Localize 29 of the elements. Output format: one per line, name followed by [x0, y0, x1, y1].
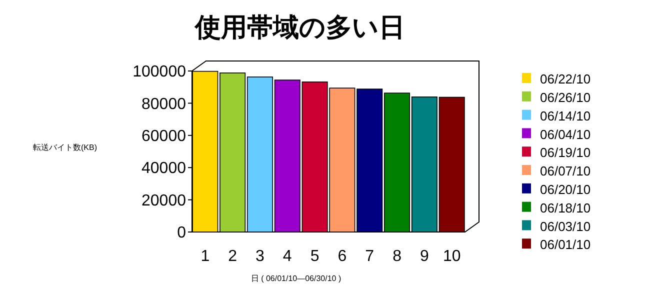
legend-label: 06/01/10	[540, 237, 591, 252]
y-tick-label: 20000	[142, 192, 186, 210]
legend-label: 06/26/10	[540, 90, 591, 105]
legend-label: 06/22/10	[540, 72, 591, 87]
x-tick-label: 2	[228, 248, 238, 265]
x-tick-label: 7	[365, 248, 374, 265]
y-tick-label: 100000	[132, 64, 186, 81]
x-tick-label: 1	[200, 248, 210, 265]
x-tick-label: 6	[338, 248, 347, 265]
y-tick-label: 60000	[142, 128, 186, 145]
x-tick-label: 3	[256, 248, 265, 265]
x-tick-label: 4	[282, 248, 292, 265]
legend-label: 06/14/10	[540, 108, 591, 124]
x-tick-label: 10	[442, 248, 461, 265]
x-tick-label: 8	[392, 248, 402, 265]
legend-label: 06/18/10	[540, 200, 591, 216]
legend-label: 06/04/10	[540, 126, 591, 142]
legend-label: 06/19/10	[540, 145, 591, 160]
x-tick-label: 9	[420, 248, 429, 265]
legend-label: 06/07/10	[540, 164, 591, 179]
y-tick-label: 80000	[142, 96, 186, 113]
legend-label: 06/03/10	[540, 218, 591, 234]
y-tick-label: 0	[177, 224, 186, 242]
x-tick-label: 5	[310, 248, 320, 265]
chart-title: 使用帯域の多い日	[194, 12, 405, 42]
y-axis-title: 転送バイト数(KB)	[33, 143, 98, 152]
legend-label: 06/20/10	[540, 182, 591, 197]
x-axis-title: 日 ( 06/01/10—06/30/10 )	[250, 274, 342, 283]
y-tick-label: 40000	[142, 160, 186, 178]
